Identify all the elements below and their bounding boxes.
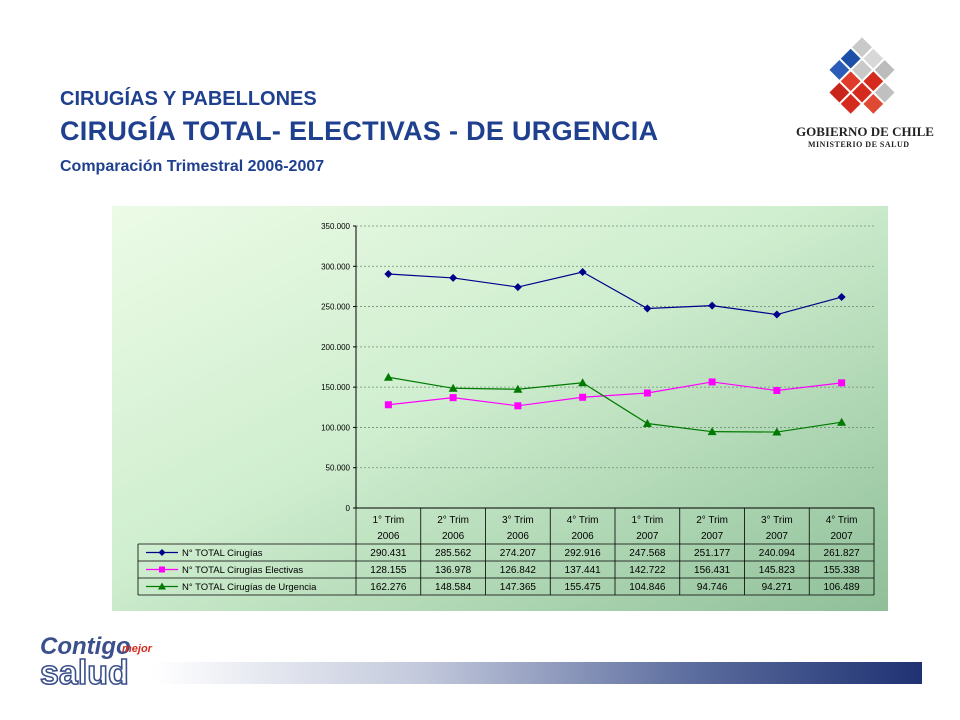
y-tick-label: 350.000 (321, 222, 350, 231)
brand-salud: salud (40, 654, 129, 690)
data-label: 274.207 (500, 548, 537, 559)
point-total (837, 293, 846, 302)
data-label: 106.489 (824, 582, 861, 593)
point-electivas (773, 387, 781, 395)
data-label: 142.722 (629, 565, 666, 576)
category-year-label: 2006 (377, 531, 400, 542)
point-electivas (514, 402, 522, 410)
series-line-0 (388, 271, 842, 316)
point-total (643, 304, 652, 313)
category-label: 2° Trim (437, 515, 469, 526)
data-label: 261.827 (824, 548, 861, 559)
point-urgencia (642, 419, 652, 428)
y-tick-label: 0 (346, 504, 351, 513)
category-year-label: 2006 (442, 531, 465, 542)
data-label: 240.094 (759, 548, 796, 559)
category-year-label: 2006 (572, 531, 595, 542)
brand-contigo: Contigo (40, 633, 131, 660)
data-label: 128.155 (370, 565, 407, 576)
point-urgencia (772, 427, 782, 436)
point-electivas (643, 389, 651, 397)
point-urgencia (837, 417, 847, 426)
chart: 350.000 300.000 250.000 200.000 150.000 100.0… (112, 206, 888, 611)
point-total (513, 283, 522, 292)
point-total (772, 310, 781, 319)
y-tick-label: 200.000 (321, 343, 350, 352)
y-tick-label: 300.000 (321, 262, 350, 271)
point-electivas (579, 393, 587, 401)
data-label: 94.271 (762, 582, 793, 593)
gov-name: GOBIERNO DE CHILE (796, 124, 934, 139)
legend-label: N° TOTAL Cirugías Electivas (182, 565, 303, 576)
y-tick-label: 50.000 (326, 464, 351, 473)
data-label: 148.584 (435, 582, 472, 593)
category-label: 4° Trim (826, 515, 858, 526)
y-tick-label: 250.000 (321, 303, 350, 312)
y-tick-label: 100.000 (321, 423, 350, 432)
point-electivas (449, 394, 457, 402)
data-label: 285.562 (435, 548, 472, 559)
point-total (578, 267, 587, 276)
point-electivas (838, 379, 846, 387)
category-year-label: 2007 (766, 531, 789, 542)
data-label: 162.276 (370, 582, 407, 593)
chart-panel: 350.000 300.000 250.000 200.000 150.000 100.0… (112, 206, 888, 611)
title-line1: CIRUGÍAS Y PABELLONES (60, 88, 317, 110)
category-label: 4° Trim (567, 515, 599, 526)
data-label: 155.475 (565, 582, 602, 593)
data-label: 126.842 (500, 565, 537, 576)
point-urgencia (448, 383, 458, 392)
data-label: 156.431 (694, 565, 731, 576)
data-label: 147.365 (500, 582, 537, 593)
category-label: 3° Trim (502, 515, 534, 526)
point-total (708, 301, 717, 310)
gobierno-logo-icon (829, 37, 895, 114)
footer-gradient-bar (152, 662, 922, 684)
legend-marker (159, 566, 165, 573)
data-label: 104.846 (629, 582, 666, 593)
category-year-label: 2007 (831, 531, 854, 542)
y-tick-label: 150.000 (321, 383, 350, 392)
legend-label: N° TOTAL Cirugías de Urgencia (182, 582, 317, 593)
brand-mejor: mejor (122, 643, 153, 655)
data-label: 137.441 (565, 565, 602, 576)
series-line-1 (388, 381, 842, 407)
point-urgencia (383, 372, 393, 381)
data-label: 145.823 (759, 565, 796, 576)
data-label: 94.746 (697, 582, 728, 593)
category-year-label: 2007 (701, 531, 724, 542)
ministry-name: MINISTERIO DE SALUD (808, 140, 910, 149)
point-electivas (708, 378, 716, 386)
title-line2: CIRUGÍA TOTAL- ELECTIVAS - DE URGENCIA (60, 116, 659, 146)
point-total (384, 269, 393, 278)
point-electivas (384, 401, 392, 409)
chart-background (112, 206, 888, 611)
legend-marker (158, 549, 166, 556)
category-label: 1° Trim (372, 515, 404, 526)
data-label: 292.916 (565, 548, 602, 559)
data-label: 251.177 (694, 548, 731, 559)
category-label: 1° Trim (631, 515, 663, 526)
point-total (449, 273, 458, 282)
series-line-2 (388, 376, 842, 433)
data-label: 290.431 (370, 548, 407, 559)
category-year-label: 2006 (507, 531, 530, 542)
legend-label: N° TOTAL Cirugías (182, 548, 263, 559)
category-label: 3° Trim (761, 515, 793, 526)
category-label: 2° Trim (696, 515, 728, 526)
point-urgencia (578, 378, 588, 387)
point-urgencia (707, 427, 717, 436)
data-label: 136.978 (435, 565, 472, 576)
data-label: 247.568 (629, 548, 666, 559)
title-line3: Comparación Trimestral 2006-2007 (60, 158, 325, 175)
category-year-label: 2007 (636, 531, 659, 542)
point-urgencia (513, 384, 523, 393)
legend-marker (158, 582, 166, 590)
data-label: 155.338 (824, 565, 861, 576)
contigo-logo: Contigo mejor salud (38, 630, 158, 695)
